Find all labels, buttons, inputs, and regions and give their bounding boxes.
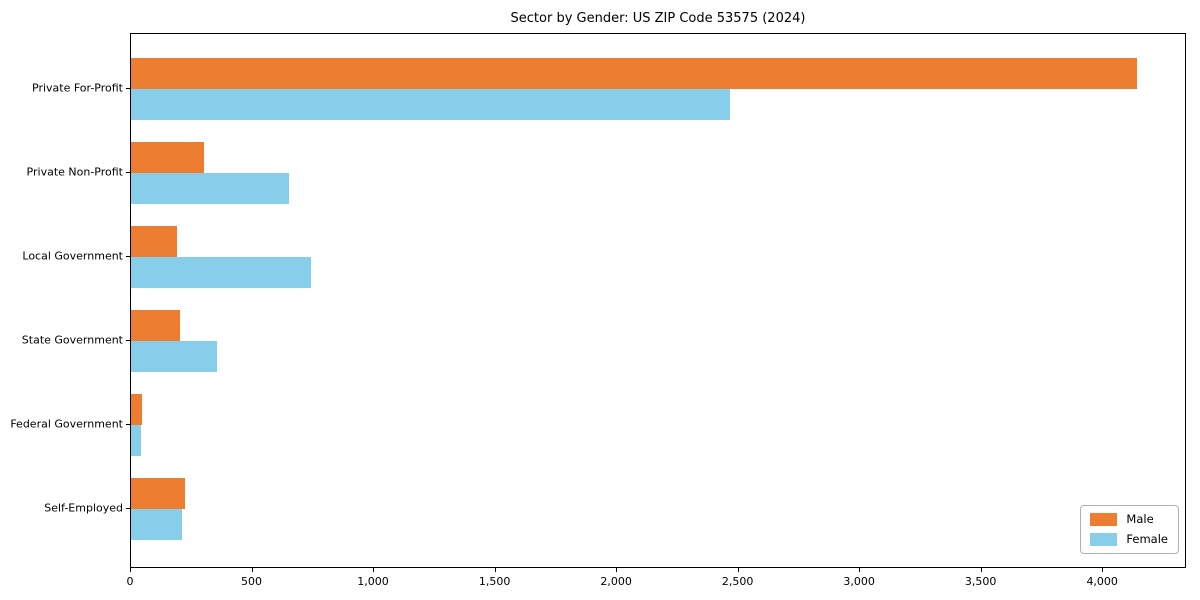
legend-swatch-female-icon — [1090, 533, 1118, 546]
y-tick-federal-government — [126, 424, 130, 425]
bar-male-private-non-profit — [131, 142, 204, 173]
bar-female-state-government — [131, 341, 218, 372]
x-tick-label-2500: 2,500 — [721, 575, 754, 588]
bar-male-federal-government — [131, 394, 142, 425]
x-tick-label-1500: 1,500 — [478, 575, 511, 588]
legend-item-male: Male — [1090, 513, 1168, 526]
y-tick-state-government — [126, 340, 130, 341]
plot-area: Male Female — [130, 33, 1186, 568]
x-tick-4000 — [1102, 568, 1104, 572]
x-tick-500 — [251, 568, 253, 572]
category-label-private-for-profit: Private For-Profit — [32, 81, 123, 95]
category-label-federal-government: Federal Government — [10, 417, 123, 431]
bar-male-private-for-profit — [131, 58, 1138, 89]
x-tick-2500 — [737, 568, 739, 572]
x-tick-label-3500: 3,500 — [964, 575, 997, 588]
x-tick-label-4000: 4,000 — [1086, 575, 1118, 588]
x-tick-1000 — [373, 568, 374, 572]
bar-female-self-employed — [131, 509, 182, 540]
y-tick-private-for-profit — [126, 88, 130, 89]
x-tick-3000 — [859, 568, 861, 572]
x-tick-label-500: 500 — [241, 575, 262, 588]
category-label-self-employed: Self-Employed — [44, 501, 123, 515]
legend-label-female: Female — [1126, 531, 1168, 546]
bar-male-local-government — [131, 226, 178, 257]
x-tick-label-0: 0 — [126, 575, 134, 588]
y-tick-private-non-profit — [126, 172, 130, 173]
y-tick-local-government — [126, 256, 130, 257]
category-label-private-non-profit: Private Non-Profit — [26, 165, 123, 179]
bar-male-state-government — [131, 310, 180, 341]
bar-male-self-employed — [131, 478, 185, 509]
category-label-state-government: State Government — [21, 333, 123, 347]
bar-female-private-non-profit — [131, 173, 289, 204]
chart-title: Sector by Gender: US ZIP Code 53575 (202… — [510, 11, 806, 26]
x-tick-1500 — [494, 568, 496, 572]
bar-female-federal-government — [131, 425, 142, 456]
legend-item-female: Female — [1090, 533, 1168, 546]
x-tick-2000 — [616, 568, 618, 572]
legend-swatch-male-icon — [1090, 513, 1118, 526]
category-label-local-government: Local Government — [22, 249, 123, 263]
bar-female-private-for-profit — [131, 89, 731, 120]
x-tick-3500 — [980, 568, 982, 572]
x-tick-label-1000: 1,000 — [357, 575, 389, 588]
legend-label-male: Male — [1126, 511, 1154, 526]
x-tick-label-3000: 3,000 — [843, 575, 875, 588]
bar-female-local-government — [131, 257, 311, 288]
x-tick-0 — [130, 568, 131, 572]
y-tick-self-employed — [126, 508, 130, 509]
bars-layer — [131, 34, 1185, 567]
x-tick-label-2000: 2,000 — [600, 575, 632, 588]
legend: Male Female — [1080, 505, 1179, 554]
